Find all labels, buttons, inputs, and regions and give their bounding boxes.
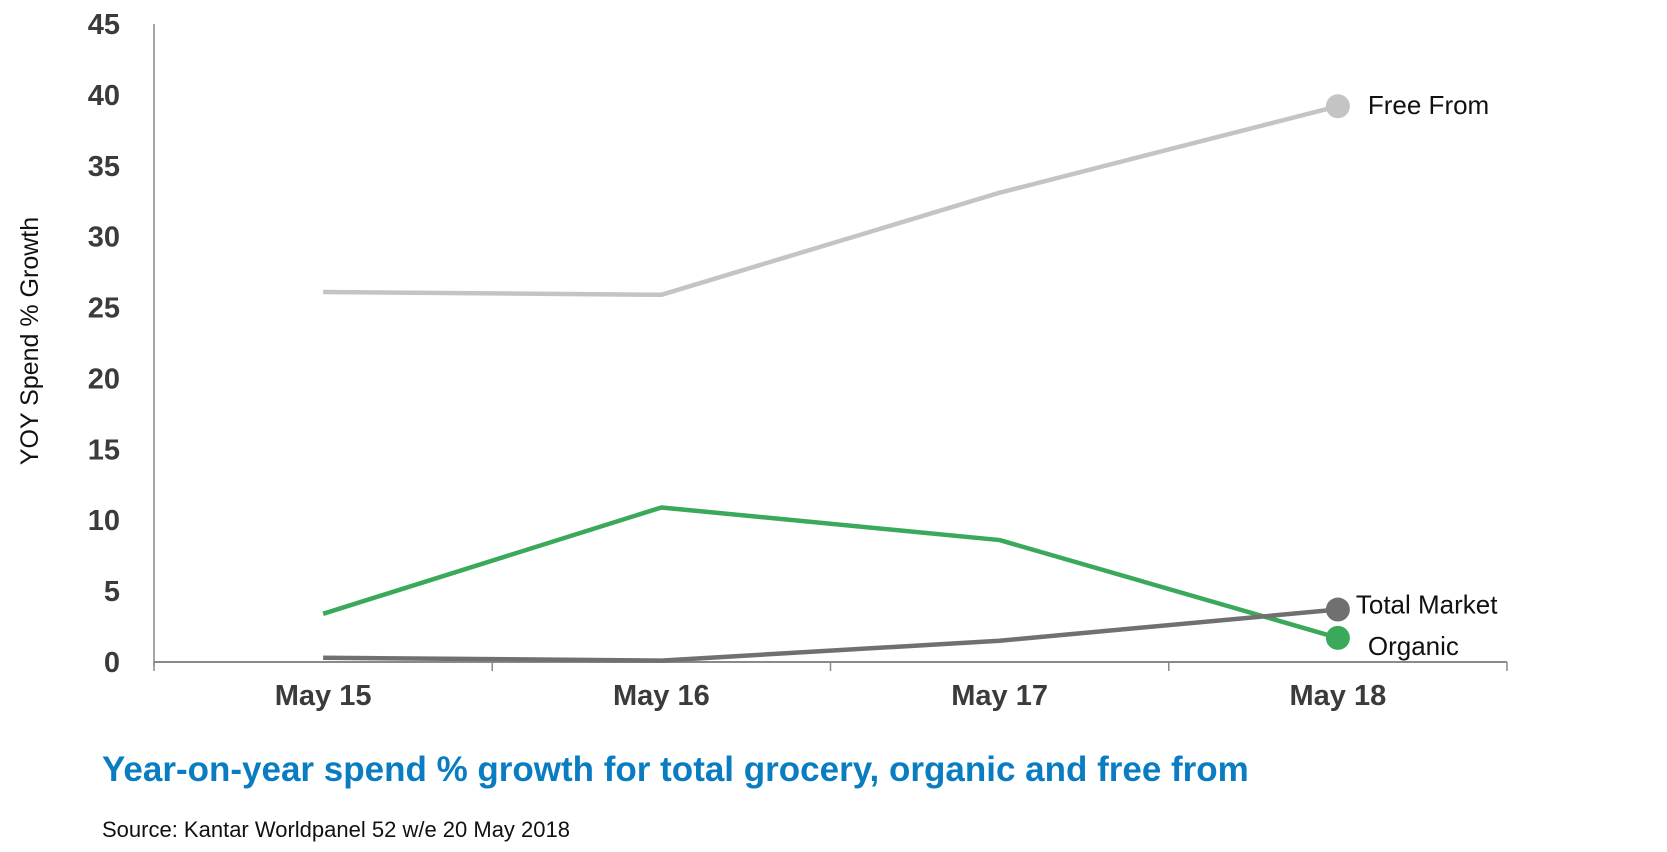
y-tick-label: 10 xyxy=(88,505,120,537)
y-tick-label: 15 xyxy=(88,434,120,466)
chart-title: Year-on-year spend % growth for total gr… xyxy=(102,750,1249,789)
x-tick-label: May 17 xyxy=(951,680,1048,712)
y-tick-label: 45 xyxy=(88,9,120,41)
series-label-free-from: Free From xyxy=(1368,90,1489,120)
series-label-total-market: Total Market xyxy=(1356,590,1498,620)
axes: 0 5 10 15 20 25 30 35 40 45 May 15 May 16 May 17 May … xyxy=(88,9,1508,712)
series-end-marker-free-from xyxy=(1325,94,1350,119)
y-tick-label: 40 xyxy=(88,80,120,112)
series-line-total-market xyxy=(323,607,1339,663)
series-group: Free From Organic Total Market xyxy=(322,90,1498,663)
y-tick-label: 5 xyxy=(104,576,120,608)
x-tick-label: May 15 xyxy=(275,680,372,712)
y-tick-label: 35 xyxy=(88,151,120,183)
x-tick-label: May 18 xyxy=(1290,680,1387,712)
y-tick-label: 25 xyxy=(88,293,120,325)
series-label-organic: Organic xyxy=(1368,631,1459,661)
x-tick-label: May 16 xyxy=(613,680,710,712)
series-line-free-from xyxy=(323,104,1339,298)
series-line-organic xyxy=(322,505,1339,641)
series-end-marker-total-market xyxy=(1325,597,1350,622)
y-tick-label: 30 xyxy=(88,222,120,254)
chart-source: Source: Kantar Worldpanel 52 w/e 20 May … xyxy=(102,817,570,842)
series-end-marker-organic xyxy=(1325,625,1350,650)
y-tick-label: 0 xyxy=(104,647,120,679)
y-axis-label: YOY Spend % Growth xyxy=(16,217,44,465)
y-tick-label: 20 xyxy=(88,363,120,395)
